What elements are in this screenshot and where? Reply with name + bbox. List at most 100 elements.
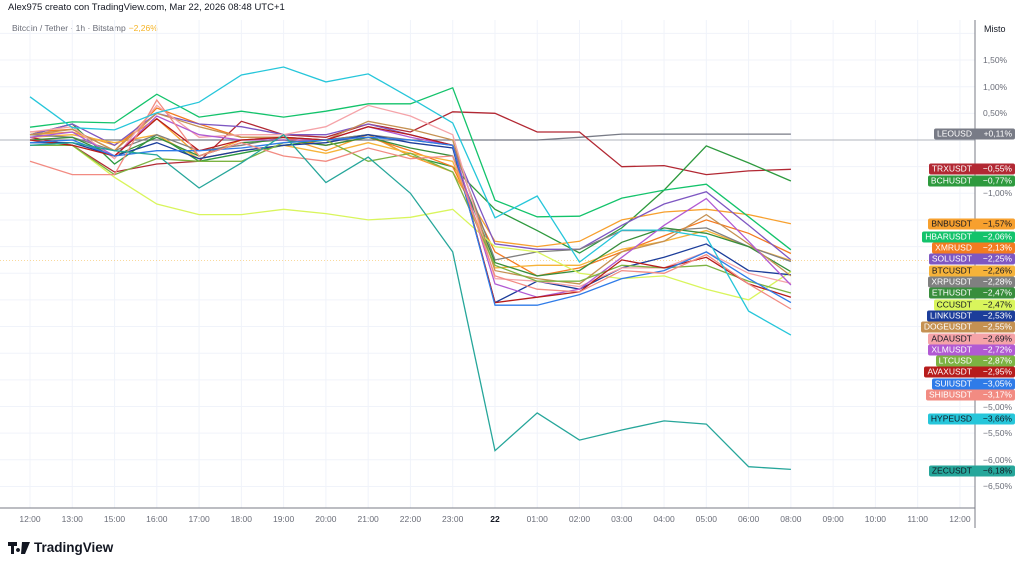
price-label-value: −0,77% [982,175,1012,186]
y-tick-label: 1,00% [983,81,1008,92]
x-tick-label: 17:00 [188,514,210,524]
price-label-value: −2,26% [982,265,1012,276]
x-tick-label: 19:00 [272,514,295,524]
price-label-value: −2,72% [982,344,1012,355]
x-tick-label: 20:00 [315,514,337,524]
price-label-symbol: HYPEUSD [930,413,972,424]
price-label-symbol: SOLUSDT [931,253,972,264]
x-tick-label: 04:00 [653,514,675,524]
price-label-symbol: HBARUSDT [925,231,972,242]
x-tick-label: 08:00 [780,514,802,524]
symbol-legend[interactable]: Bitcoin / Tether · 1h · Bitstamp −2,26% [12,23,158,33]
x-tick-label: 18:00 [230,514,252,524]
price-label-value: −3,17% [982,389,1012,400]
price-label-symbol: LTCUSD [938,355,972,366]
price-label-symbol: AVAXUSDT [927,366,972,377]
x-tick-label: 03:00 [611,514,633,524]
price-label-xlmusdt[interactable]: XLMUSDT −2,72% [928,344,1015,356]
tradingview-logo: TradingView [8,540,113,555]
price-label-linkusdt[interactable]: LINKUSDT −2,53% [926,310,1015,322]
price-label-value: −0,55% [982,163,1012,174]
brand-name: TradingView [34,540,114,555]
series-line-ccusdt [29,139,792,301]
y-tick-label: 1,50% [983,55,1008,66]
x-tick-label: 12:00 [949,514,971,524]
x-tick-label: 10:00 [864,514,887,524]
series-line-ethusdt [29,136,792,277]
price-label-symbol: ADAUSDT [931,333,972,343]
price-label-suiusdt[interactable]: SUIUSDT −3,05% [931,378,1015,390]
price-label-symbol: TRXUSDT [931,163,972,174]
x-tick-label: 09:00 [822,514,844,524]
price-label-symbol: BCHUSDT [930,175,972,186]
price-label-value: −2,25% [982,253,1012,264]
price-label-bnbusdt[interactable]: BNBUSDT −1,57% [928,218,1015,230]
price-label-dogeusdt[interactable]: DOGEUSDT −2,55% [920,321,1015,333]
x-tick-label: 11:00 [907,514,928,524]
price-label-hypeusd[interactable]: HYPEUSD −3,66% [927,413,1015,425]
price-label-value: −3,05% [982,378,1012,389]
price-label-symbol: CCUSDT [936,299,972,310]
price-label-ltcusd[interactable]: LTCUSD −2,87% [935,355,1015,367]
series-line-xlmusdt [29,115,792,298]
symbol-name: Bitcoin / Tether · 1h · Bitstamp [12,23,126,33]
x-tick-label: 05:00 [695,514,717,524]
y-tick-label: −6,50% [983,481,1013,492]
price-label-value: −2,28% [982,276,1012,287]
tradingview-logo-icon [8,541,30,554]
price-label-symbol: XRPUSDT [931,276,972,287]
x-tick-label: 02:00 [568,514,591,524]
y-tick-label: −5,00% [983,401,1013,412]
y-tick-label: 0,50% [983,108,1008,119]
scale-mode-label[interactable]: Misto [984,24,1006,34]
price-label-hbarusdt[interactable]: HBARUSDT −2,06% [922,231,1015,243]
x-tick-label: 01:00 [526,514,548,524]
price-label-symbol: XLMUSDT [931,344,972,355]
price-label-xrpusdt[interactable]: XRPUSDT −2,28% [928,276,1015,288]
price-label-symbol: LINKUSDT [929,310,972,321]
price-label-symbol: ZECUSDT [931,465,972,476]
series-line-hypeusd [29,66,792,336]
series-line-shibusdt [29,98,792,310]
price-label-shibusdt[interactable]: SHIBUSDT −3,17% [926,389,1015,401]
y-tick-label: −1,00% [983,188,1013,199]
x-tick-label: 12:00 [19,514,41,524]
price-label-ccusdt[interactable]: CCUSDT −2,47% [933,299,1015,311]
price-label-value: −3,66% [982,413,1012,424]
series-line-avaxusdt [29,117,792,304]
price-label-value: −2,87% [982,355,1012,366]
series-line-linkusdt [30,134,791,304]
price-label-solusdt[interactable]: SOLUSDT −2,25% [928,253,1015,265]
series-line-xmrusd [29,107,792,277]
price-label-leousd[interactable]: LEOUSD +0,11% [934,128,1015,140]
price-label-value: −6,18% [982,465,1012,476]
series-line-suiusdt [29,136,792,306]
price-label-trxusdt[interactable]: TRXUSDT −0,55% [928,163,1015,175]
price-label-avaxusdt[interactable]: AVAXUSDT −2,95% [924,366,1015,378]
x-tick-label: 15:00 [103,514,126,524]
price-label-symbol: LEOUSD [937,128,972,139]
price-label-value: −2,69% [982,333,1012,343]
price-label-value: −2,55% [982,321,1012,332]
price-label-symbol: BTCUSDT [931,265,972,276]
price-label-value: −2,13% [982,242,1012,253]
price-label-value: −2,53% [982,310,1012,321]
price-label-value: −1,57% [982,218,1012,229]
price-label-symbol: BNBUSDT [931,218,972,229]
price-label-xmrusd[interactable]: XMRUSD −2,13% [932,242,1015,254]
price-label-ethusdt[interactable]: ETHUSDT −2,47% [928,287,1015,299]
x-tick-label: 23:00 [442,514,464,524]
chart-header: Alex975 creato con TradingView.com, Mar … [8,2,285,13]
price-label-zecusdt[interactable]: ZECUSDT −6,18% [928,465,1015,477]
x-tick-label: 13:00 [61,514,83,524]
x-tick-label: 21:00 [357,514,379,524]
price-label-adausdt[interactable]: ADAUSDT −2,69% [928,333,1015,344]
x-tick-label: 22:00 [399,514,422,524]
x-tick-label: 16:00 [146,514,168,524]
series-line-zecusdt [29,133,791,471]
price-label-btcusdt[interactable]: BTCUSDT −2,26% [928,265,1015,277]
symbol-change: −2,26% [128,23,158,33]
price-label-bchusdt[interactable]: BCHUSDT −0,77% [927,175,1015,187]
x-tick-label: 06:00 [737,514,760,524]
